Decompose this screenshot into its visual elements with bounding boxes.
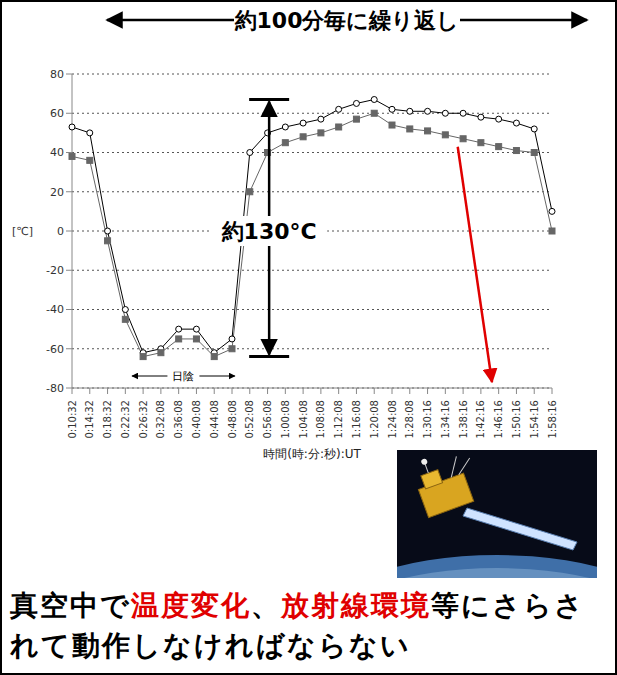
svg-text:1:58:16: 1:58:16 [547,400,558,439]
svg-text:約100分毎に繰り返し: 約100分毎に繰り返し [234,8,460,33]
svg-text:0:32:08: 0:32:08 [155,400,166,439]
svg-text:1:38:16: 1:38:16 [458,400,469,439]
svg-text:60: 60 [50,107,64,120]
svg-text:-20: -20 [46,264,64,277]
svg-text:1:54:16: 1:54:16 [529,400,540,439]
svg-text:1:42:16: 1:42:16 [475,400,486,439]
svg-text:-60: -60 [46,343,64,356]
svg-text:0:22:32: 0:22:32 [120,400,131,439]
svg-text:1:28:08: 1:28:08 [404,400,415,439]
svg-text:1:20:08: 1:20:08 [369,400,380,439]
svg-text:-40: -40 [46,303,64,316]
svg-text:0:36:08: 0:36:08 [173,400,184,439]
svg-text:0:44:08: 0:44:08 [209,400,220,439]
svg-text:1:12:08: 1:12:08 [333,400,344,439]
svg-text:80: 80 [50,68,64,81]
svg-text:1:34:16: 1:34:16 [440,400,451,439]
svg-text:0:56:08: 0:56:08 [262,400,273,439]
svg-text:40: 40 [50,146,64,159]
svg-text:0:10:32: 0:10:32 [67,400,78,439]
svg-text:[℃]: [℃] [12,225,33,238]
svg-text:20: 20 [50,186,64,199]
svg-text:1:16:08: 1:16:08 [351,400,362,439]
svg-text:1:08:08: 1:08:08 [315,400,326,439]
svg-text:日陰: 日陰 [172,370,194,383]
svg-text:0:14:32: 0:14:32 [84,400,95,439]
svg-text:-80: -80 [46,382,64,395]
svg-text:0:18:32: 0:18:32 [102,400,113,439]
svg-text:0: 0 [57,225,64,238]
svg-text:0:52:08: 0:52:08 [244,400,255,439]
svg-text:0:26:32: 0:26:32 [138,400,149,439]
svg-text:1:24:08: 1:24:08 [387,400,398,439]
svg-text:1:00:08: 1:00:08 [280,400,291,439]
svg-text:0:48:08: 0:48:08 [227,400,238,439]
svg-text:0:40:08: 0:40:08 [191,400,202,439]
svg-text:1:30:16: 1:30:16 [422,400,433,439]
svg-text:1:04:08: 1:04:08 [298,400,309,439]
svg-text:約130°C: 約130°C [221,219,317,244]
html-text:真空中で温度変化、放射線環境等にさらされて動作しなければなら: 真空中で温度変化、放射線環境等にさらされて動作しなければならない [10,589,585,662]
svg-text:1:46:16: 1:46:16 [493,400,504,439]
svg-text:時間(時:分:秒):UT: 時間(時:分:秒):UT [263,447,361,461]
svg-text:1:50:16: 1:50:16 [511,400,522,439]
